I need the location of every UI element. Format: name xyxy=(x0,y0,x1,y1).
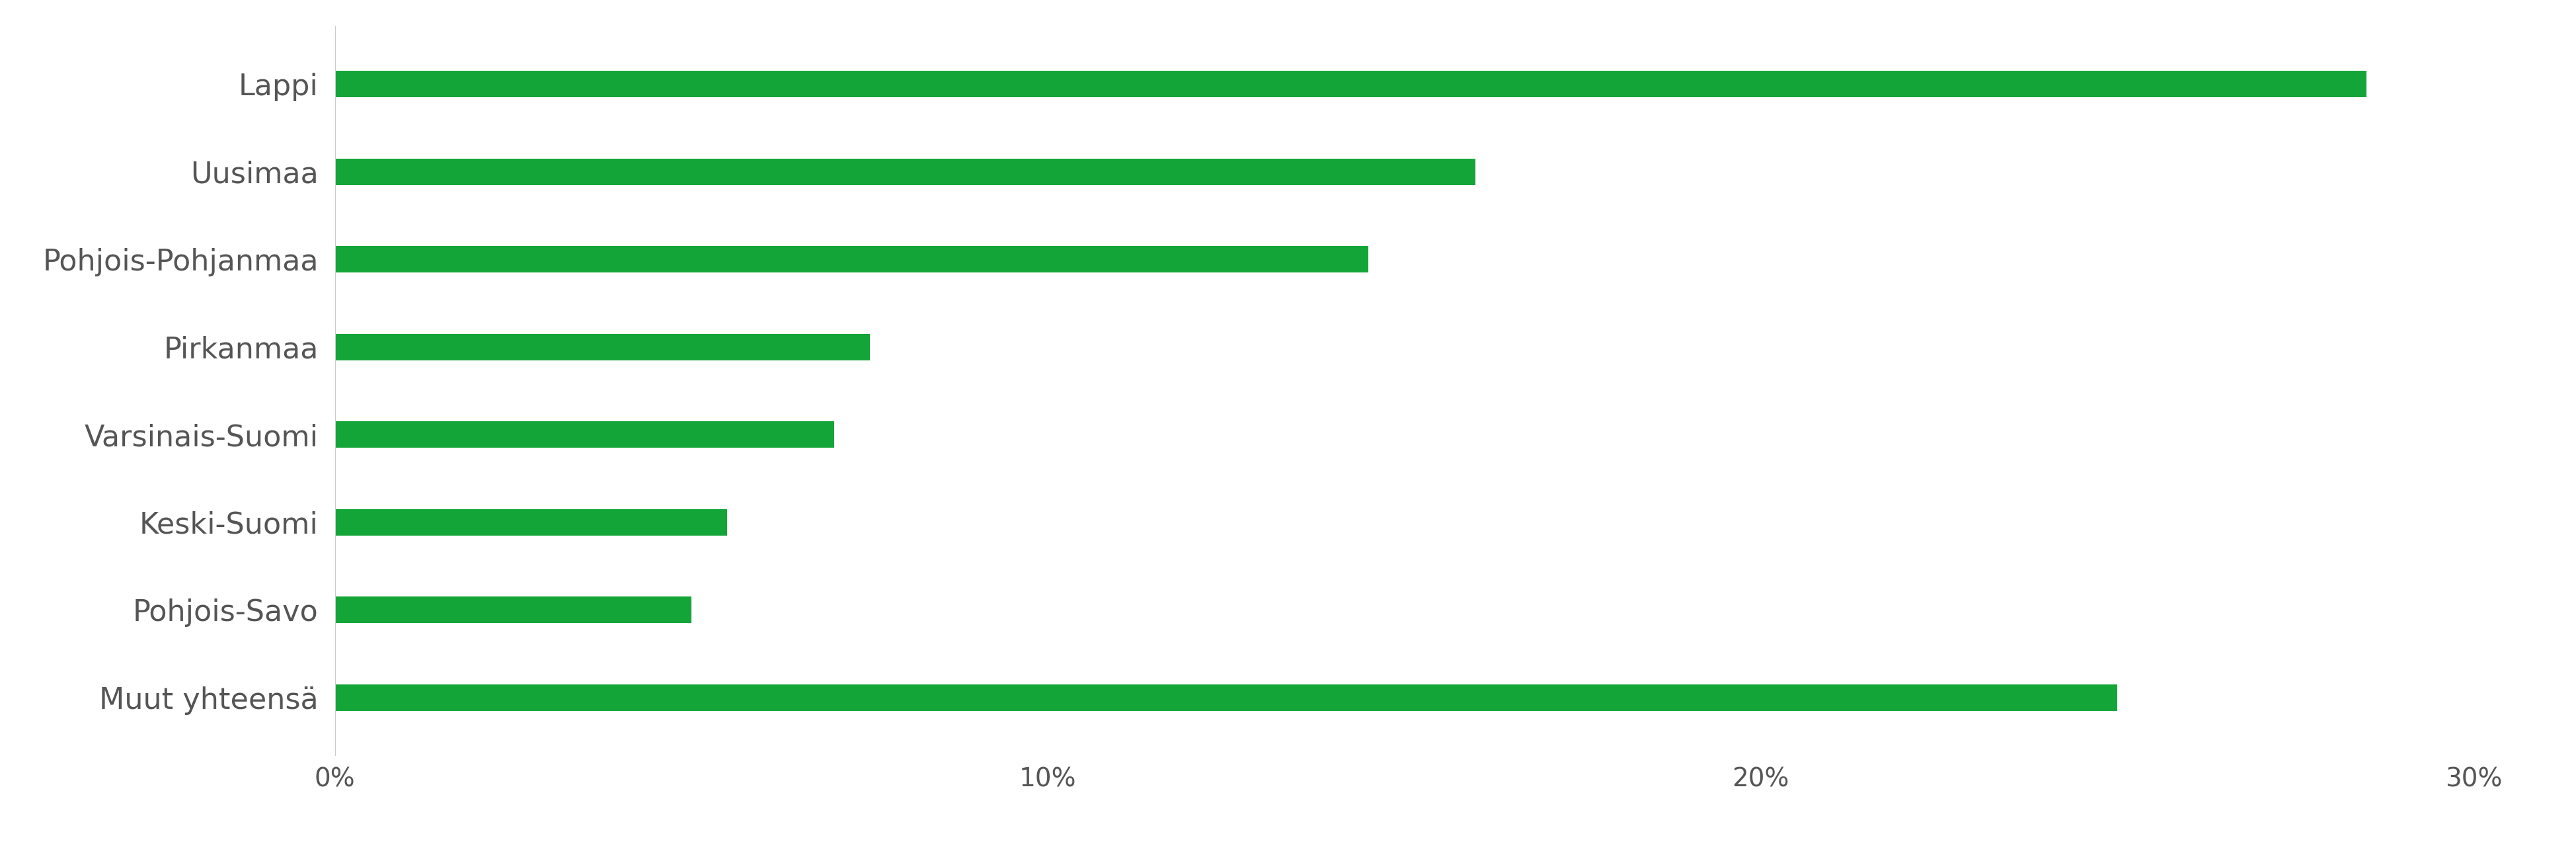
Bar xyxy=(335,334,871,360)
Bar xyxy=(335,422,835,448)
Bar xyxy=(335,597,690,623)
Bar xyxy=(335,509,726,535)
Bar xyxy=(335,159,1476,185)
Bar xyxy=(335,71,2367,97)
Bar xyxy=(335,247,1368,272)
Bar xyxy=(335,685,2117,710)
